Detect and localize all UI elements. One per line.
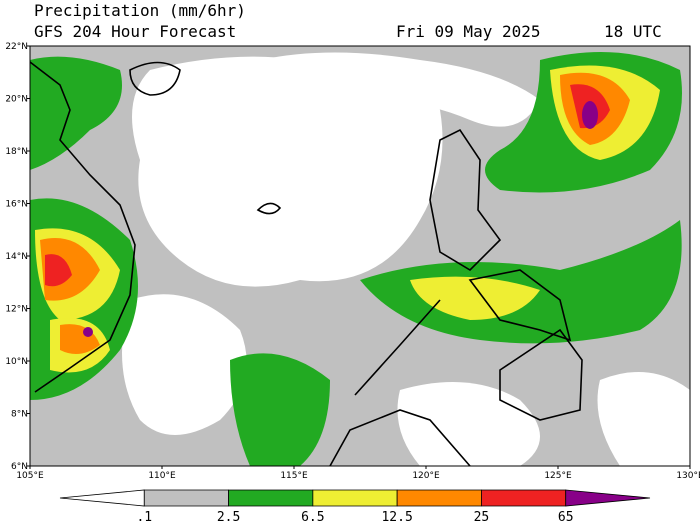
colorbar-segment	[396, 489, 482, 507]
colorbar-segment	[481, 489, 567, 507]
lon-label: 115°E	[280, 471, 308, 481]
colorbar-label: 12.5	[381, 510, 412, 525]
lat-label: 22°N	[5, 42, 28, 52]
lat-label: 20°N	[5, 95, 28, 105]
lon-label: 130°E	[676, 471, 700, 481]
lat-label: 18°N	[5, 147, 28, 157]
title: Precipitation (mm/6hr)	[34, 1, 246, 20]
lat-label: 10°N	[5, 357, 28, 367]
lon-label: 120°E	[412, 471, 440, 481]
lon-label: 110°E	[148, 471, 176, 481]
lat-label: 6°N	[11, 462, 28, 472]
colorbar-segment	[565, 489, 651, 507]
colorbar: .1 2.5 6.5 12.5 25 65	[59, 489, 651, 525]
colorbar-label: 6.5	[301, 510, 324, 525]
colorbar-segment	[59, 489, 145, 507]
subtitle: GFS 204 Hour Forecast	[34, 22, 236, 41]
lat-label: 8°N	[11, 410, 28, 420]
colorbar-label: 25	[474, 510, 490, 525]
lon-label: 105°E	[16, 471, 44, 481]
coastlines	[29, 61, 583, 467]
date: Fri 09 May 2025	[396, 22, 541, 41]
lon-label: 125°E	[544, 471, 572, 481]
colorbar-segment	[143, 489, 229, 507]
colorbar-label: 65	[558, 510, 574, 525]
precip-field	[30, 46, 690, 466]
colorbar-label: 2.5	[217, 510, 240, 525]
lat-label: 14°N	[5, 252, 28, 262]
colorbar-segment	[228, 489, 314, 507]
colorbar-label: .1	[136, 510, 152, 525]
time: 18 UTC	[604, 22, 662, 41]
lat-label: 12°N	[5, 305, 28, 315]
colorbar-segment	[312, 489, 398, 507]
lat-label: 16°N	[5, 200, 28, 210]
